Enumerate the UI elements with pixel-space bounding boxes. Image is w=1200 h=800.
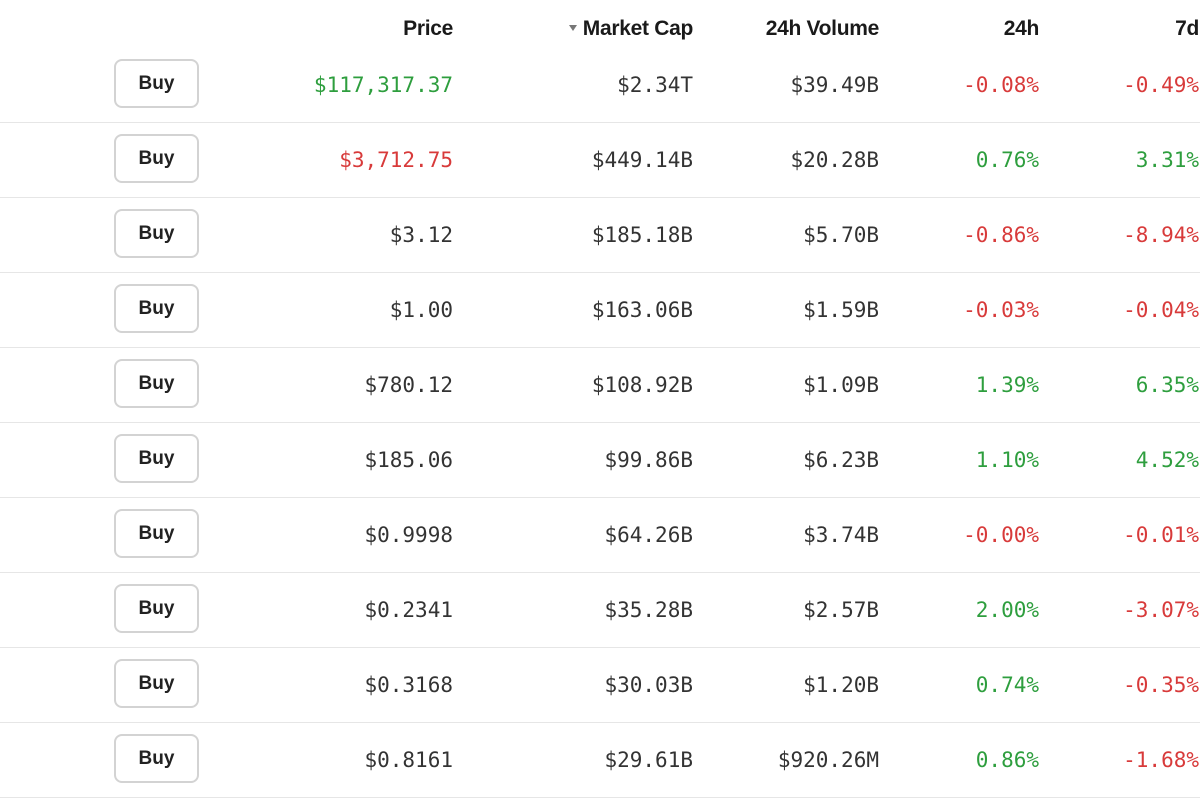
volume-cell: $920.26M xyxy=(777,748,879,772)
buy-button[interactable]: Buy xyxy=(114,359,199,408)
change-7d-cell: 6.35% xyxy=(1135,373,1199,397)
buy-button[interactable]: Buy xyxy=(114,134,199,183)
table-row: Buy $780.12 $108.92B $1.09B 1.39% 6.35% xyxy=(0,348,1200,423)
table-row: Buy $0.2341 $35.28B $2.57B 2.00% -3.07% xyxy=(0,573,1200,648)
change-7d-cell: -0.01% xyxy=(1123,523,1199,547)
market-cap-cell: $449.14B xyxy=(591,148,693,172)
change-7d-cell: -0.04% xyxy=(1123,298,1199,322)
market-cap-cell: $29.61B xyxy=(604,748,693,772)
table-row: Buy $0.3168 $30.03B $1.20B 0.74% -0.35% xyxy=(0,648,1200,723)
price-cell: $117,317.37 xyxy=(313,73,453,97)
market-cap-cell: $30.03B xyxy=(604,673,693,697)
buy-button[interactable]: Buy xyxy=(114,209,199,258)
change-24h-cell: 1.10% xyxy=(975,448,1039,472)
market-cap-cell: $2.34T xyxy=(617,73,693,97)
buy-button[interactable]: Buy xyxy=(114,59,199,108)
table-row: Buy $117,317.37 $2.34T $39.49B -0.08% -0.49% xyxy=(0,48,1200,123)
volume-column-header[interactable]: 24h Volume xyxy=(765,14,880,44)
buy-button[interactable]: Buy xyxy=(114,284,199,333)
market-cap-cell: $64.26B xyxy=(604,523,693,547)
change-7d-cell: -1.68% xyxy=(1123,748,1199,772)
price-cell: $1.00 xyxy=(389,298,453,322)
price-column-header[interactable]: Price xyxy=(403,14,453,44)
volume-cell: $1.59B xyxy=(803,298,879,322)
change-7d-column-header[interactable]: 7d xyxy=(1175,14,1199,44)
table-header: Price Market Cap 24h Volume 24h 7d xyxy=(0,0,1200,58)
change-24h-column-header[interactable]: 24h xyxy=(1003,14,1040,44)
table-row: Buy $3.12 $185.18B $5.70B -0.86% -8.94% xyxy=(0,198,1200,273)
table-row: Buy $0.9998 $64.26B $3.74B -0.00% -0.01% xyxy=(0,498,1200,573)
change-7d-header-label: 7d xyxy=(1175,17,1199,40)
price-cell: $780.12 xyxy=(364,373,453,397)
buy-button[interactable]: Buy xyxy=(114,659,199,708)
volume-header-label: 24h Volume xyxy=(765,17,880,40)
change-24h-cell: -0.08% xyxy=(963,73,1039,97)
change-24h-cell: -0.03% xyxy=(963,298,1039,322)
market-cap-column-header[interactable]: Market Cap xyxy=(568,14,694,44)
change-7d-cell: -3.07% xyxy=(1123,598,1199,622)
price-cell: $3,712.75 xyxy=(339,148,453,172)
price-header-label: Price xyxy=(403,17,453,40)
market-cap-cell: $35.28B xyxy=(604,598,693,622)
price-cell: $0.2341 xyxy=(364,598,453,622)
price-cell: $0.9998 xyxy=(364,523,453,547)
change-7d-cell: -8.94% xyxy=(1123,223,1199,247)
change-24h-cell: 0.76% xyxy=(975,148,1039,172)
change-24h-cell: 0.74% xyxy=(975,673,1039,697)
table-row: Buy $185.06 $99.86B $6.23B 1.10% 4.52% xyxy=(0,423,1200,498)
table-row: Buy $0.8161 $29.61B $920.26M 0.86% -1.68% xyxy=(0,723,1200,798)
buy-button[interactable]: Buy xyxy=(114,434,199,483)
buy-button[interactable]: Buy xyxy=(114,584,199,633)
market-cap-cell: $163.06B xyxy=(591,298,693,322)
change-7d-cell: -0.35% xyxy=(1123,673,1199,697)
market-cap-cell: $108.92B xyxy=(591,373,693,397)
table-row: Buy $1.00 $163.06B $1.59B -0.03% -0.04% xyxy=(0,273,1200,348)
price-cell: $3.12 xyxy=(389,223,453,247)
sort-down-icon xyxy=(568,25,577,31)
change-7d-cell: 4.52% xyxy=(1135,448,1199,472)
volume-cell: $5.70B xyxy=(803,223,879,247)
change-24h-header-label: 24h xyxy=(1003,17,1040,40)
change-24h-cell: 0.86% xyxy=(975,748,1039,772)
volume-cell: $1.20B xyxy=(803,673,879,697)
price-cell: $185.06 xyxy=(364,448,453,472)
market-cap-header-label: Market Cap xyxy=(582,17,694,40)
table-row: Buy $3,712.75 $449.14B $20.28B 0.76% 3.31% xyxy=(0,123,1200,198)
buy-button[interactable]: Buy xyxy=(114,509,199,558)
price-cell: $0.8161 xyxy=(364,748,453,772)
change-7d-cell: -0.49% xyxy=(1123,73,1199,97)
change-24h-cell: 2.00% xyxy=(975,598,1039,622)
market-cap-cell: $185.18B xyxy=(591,223,693,247)
buy-button[interactable]: Buy xyxy=(114,734,199,783)
market-cap-cell: $99.86B xyxy=(604,448,693,472)
change-7d-cell: 3.31% xyxy=(1135,148,1199,172)
change-24h-cell: -0.00% xyxy=(963,523,1039,547)
change-24h-cell: 1.39% xyxy=(975,373,1039,397)
change-24h-cell: -0.86% xyxy=(963,223,1039,247)
volume-cell: $39.49B xyxy=(790,73,879,97)
volume-cell: $3.74B xyxy=(803,523,879,547)
volume-cell: $2.57B xyxy=(803,598,879,622)
volume-cell: $1.09B xyxy=(803,373,879,397)
volume-cell: $6.23B xyxy=(803,448,879,472)
volume-cell: $20.28B xyxy=(790,148,879,172)
price-cell: $0.3168 xyxy=(364,673,453,697)
